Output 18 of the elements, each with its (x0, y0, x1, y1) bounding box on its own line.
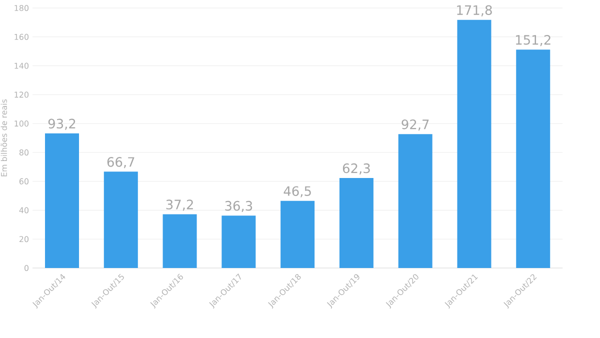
data-label: 36,3 (225, 200, 252, 212)
bar (280, 200, 315, 268)
bar (398, 134, 432, 268)
bar (222, 216, 256, 268)
data-label: 151,2 (516, 34, 550, 46)
bar (516, 50, 550, 268)
bar (339, 178, 374, 268)
data-label: 66,7 (107, 157, 134, 168)
data-label: 171,8 (457, 5, 492, 16)
data-label: 46,5 (284, 186, 311, 198)
bar (457, 20, 492, 268)
bar (104, 172, 138, 268)
data-label: 92,7 (402, 119, 429, 131)
data-label: 37,2 (166, 200, 193, 211)
bar (162, 214, 197, 268)
data-label: 93,2 (48, 118, 76, 130)
bar (45, 133, 80, 268)
data-label: 62,3 (342, 163, 370, 174)
